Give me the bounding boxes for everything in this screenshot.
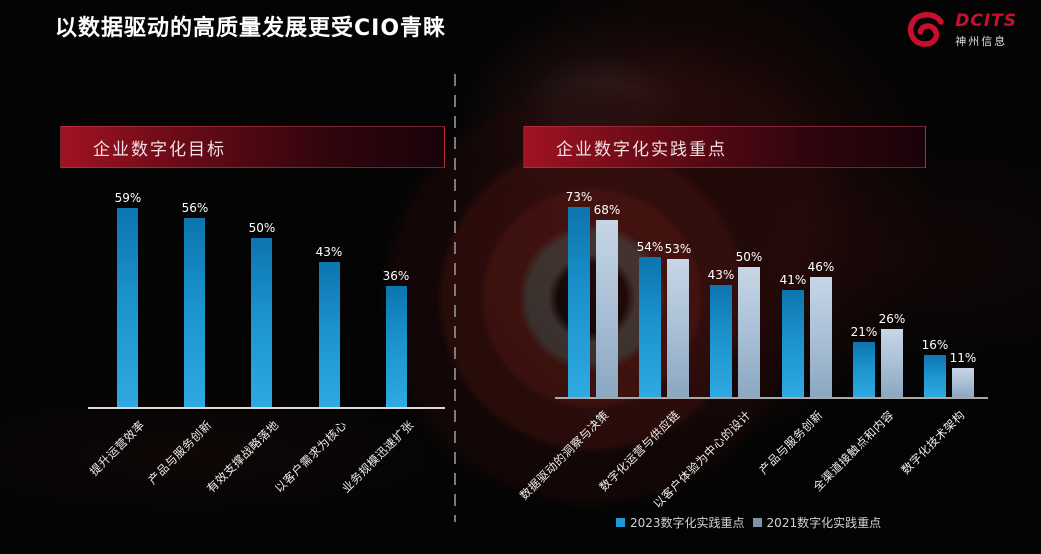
bar-数据驱动的洞察与决策-2023数字化实践重点: [568, 207, 590, 397]
bar-value-label: 53%: [664, 242, 692, 256]
bar-value-label: 50%: [735, 250, 763, 264]
vertical-dashed-divider: [454, 74, 456, 522]
legend-swatch-2021: [752, 518, 762, 527]
bar-全渠道接触点和内容-2023数字化实践重点: [853, 342, 875, 397]
bar-有效支撑战略落地: [251, 238, 272, 407]
bar-value-label: 73%: [565, 190, 593, 204]
legend-swatch-2023: [616, 518, 625, 527]
slide-title: 以数据驱动的高质量发展更受CIO青睐: [55, 16, 447, 41]
bar-数字化技术架构-2021数字化实践重点: [952, 368, 974, 397]
logo-text: DCITS 神州信息: [955, 13, 1017, 49]
bar-数据驱动的洞察与决策-2021数字化实践重点: [596, 220, 618, 397]
bar-提升运营效率: [117, 208, 138, 407]
right-chart-title: 企业数字化实践重点: [556, 139, 727, 160]
bar-以客户体验为中心的设计-2023数字化实践重点: [710, 285, 732, 397]
bar-产品与服务创新-2023数字化实践重点: [782, 290, 804, 397]
bar-产品与服务创新-2021数字化实践重点: [810, 277, 832, 397]
bar-数字化运营与供应链-2023数字化实践重点: [639, 257, 661, 397]
bar-以客户需求为核心: [319, 262, 340, 407]
logo-brand-name: DCITS: [955, 11, 1017, 31]
x-axis-line: [555, 397, 988, 399]
legend-label-2023: 2023数字化实践重点: [630, 516, 745, 530]
logo-company-name: 神州信息: [955, 35, 1008, 48]
bar-以客户体验为中心的设计-2021数字化实践重点: [738, 267, 760, 397]
bar-value-label: 56%: [181, 201, 209, 215]
bar-业务规模迅速扩张: [386, 286, 407, 407]
right-chart-header: 企业数字化实践重点: [523, 126, 926, 168]
left-chart-title: 企业数字化目标: [93, 139, 226, 160]
bar-value-label: 41%: [779, 273, 807, 287]
bar-产品与服务创新: [184, 218, 205, 407]
bar-value-label: 59%: [114, 191, 142, 205]
bar-value-label: 43%: [315, 245, 343, 259]
legend-label-2021: 2021数字化实践重点: [766, 516, 882, 530]
legend-item-2023: 2023数字化实践重点: [616, 514, 745, 531]
bar-value-label: 50%: [248, 221, 276, 235]
x-axis-line: [88, 407, 445, 409]
bar-value-label: 16%: [921, 338, 949, 352]
bar-数字化运营与供应链-2021数字化实践重点: [667, 259, 689, 397]
dcits-swirl-icon: [903, 10, 949, 52]
left-chart-header: 企业数字化目标: [60, 126, 445, 168]
bar-value-label: 46%: [807, 260, 835, 274]
bar-value-label: 43%: [707, 268, 735, 282]
bar-value-label: 21%: [850, 325, 878, 339]
chart-legend: 2023数字化实践重点 2021数字化实践重点: [616, 514, 881, 531]
bar-value-label: 36%: [382, 269, 410, 283]
legend-item-2021: 2021数字化实践重点: [752, 514, 882, 531]
bar-数字化技术架构-2023数字化实践重点: [924, 355, 946, 397]
bar-value-label: 26%: [878, 312, 906, 326]
bar-全渠道接触点和内容-2021数字化实践重点: [881, 329, 903, 397]
bar-value-label: 68%: [593, 203, 621, 217]
bar-value-label: 11%: [949, 351, 977, 365]
company-logo: DCITS 神州信息: [903, 10, 1017, 52]
bar-value-label: 54%: [636, 240, 664, 254]
